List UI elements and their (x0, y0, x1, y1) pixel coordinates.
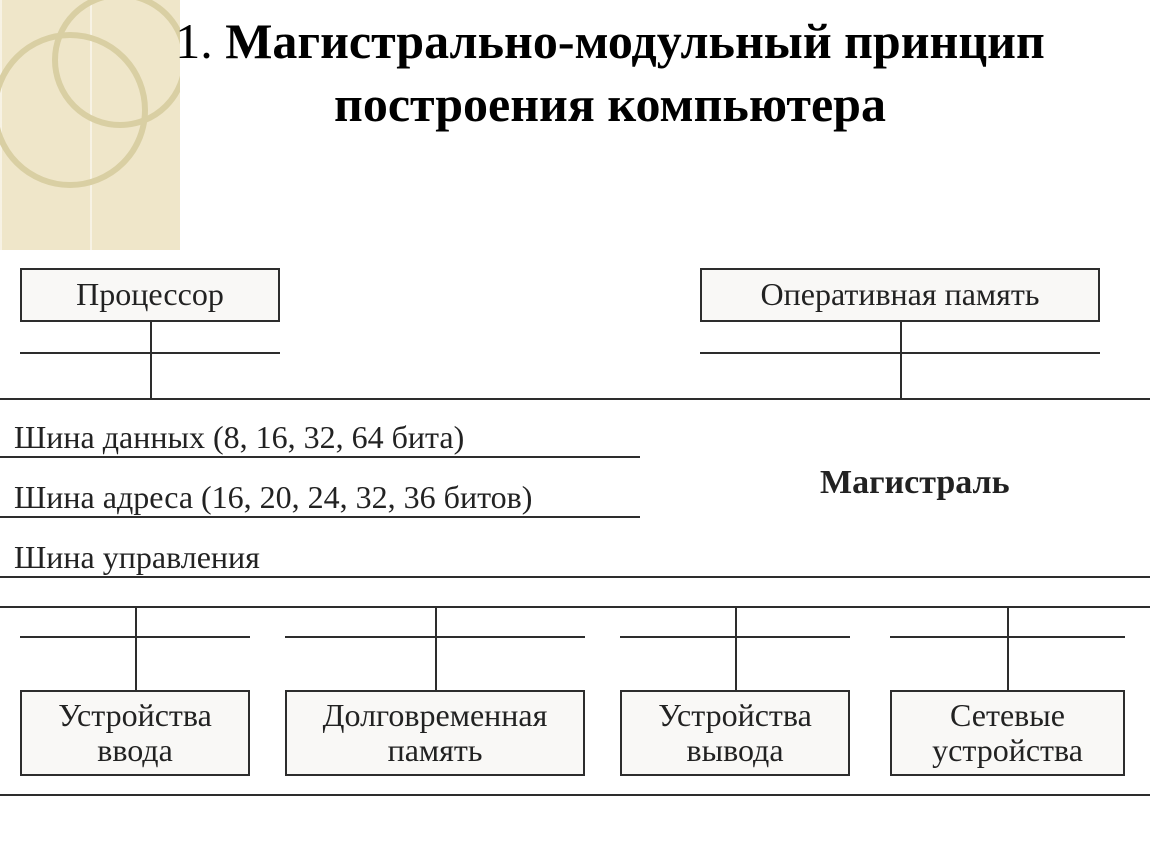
underline-storage (285, 636, 585, 638)
bus-line-data (0, 456, 640, 458)
title-number: 1. (175, 13, 213, 69)
underline-network (890, 636, 1125, 638)
stem-network (1007, 606, 1009, 690)
bus-line-ctrl (0, 576, 1150, 578)
box-ram: Оперативная память (700, 268, 1100, 322)
box-cpu: Процессор (20, 268, 280, 322)
underline-cpu (20, 352, 280, 354)
title-text: Магистрально-модульный принцип построени… (225, 13, 1045, 132)
bus-label-data: Шина данных (8, 16, 32, 64 бита) (14, 420, 464, 455)
bus-label-ctrl: Шина управления (14, 540, 260, 575)
stem-ram (900, 322, 902, 398)
bus-top-line (0, 398, 1150, 400)
box-network: Сетевые устройства (890, 690, 1125, 776)
stem-cpu (150, 322, 152, 398)
page-title: 1. Магистрально-модульный принцип постро… (90, 10, 1130, 135)
underline-output (620, 636, 850, 638)
underline-ram (700, 352, 1100, 354)
bus-label-addr: Шина адреса (16, 20, 24, 32, 36 битов) (14, 480, 532, 515)
bus-bottom-line (0, 606, 1150, 608)
bus-line-addr (0, 516, 640, 518)
stem-output (735, 606, 737, 690)
underline-input (20, 636, 250, 638)
box-storage: Долговременная память (285, 690, 585, 776)
box-output: Устройства вывода (620, 690, 850, 776)
stem-input (135, 606, 137, 690)
bottom-closing-line (0, 794, 1150, 796)
box-input: Устройства ввода (20, 690, 250, 776)
stem-storage (435, 606, 437, 690)
bus-block-label: Магистраль (820, 464, 1010, 501)
bus-diagram: Процессор Оперативная память Шина данных (… (0, 268, 1150, 828)
slide: 1. Магистрально-модульный принцип постро… (0, 0, 1150, 864)
